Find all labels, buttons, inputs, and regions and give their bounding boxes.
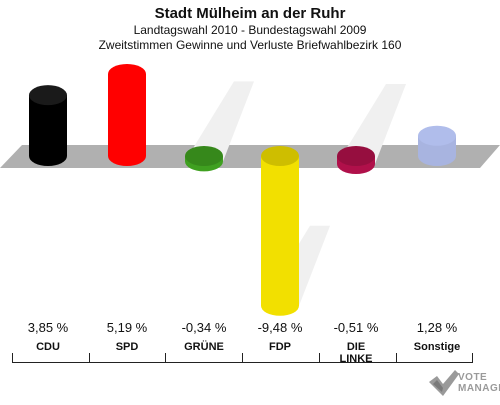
bar-shadow-die-linke bbox=[337, 84, 406, 165]
bar-shadow-grüne bbox=[185, 81, 254, 162]
bar-group bbox=[29, 63, 456, 316]
axis-tick bbox=[319, 353, 320, 363]
value-label-spd: 5,19 % bbox=[106, 320, 148, 335]
category-label-line: DIE bbox=[346, 341, 366, 353]
chart-titles: Stadt Mülheim an der Ruhr Landtagswahl 2… bbox=[0, 4, 500, 53]
bar-cdu bbox=[29, 85, 67, 166]
value-label-sonstige: 1,28 % bbox=[416, 320, 458, 335]
category-label-cdu: CDU bbox=[10, 341, 86, 353]
category-label-sonstige: Sonstige bbox=[399, 341, 475, 353]
chart-title: Stadt Mülheim an der Ruhr bbox=[154, 5, 346, 22]
bar-spd bbox=[108, 63, 146, 166]
bar-die-linke bbox=[337, 146, 375, 175]
category-label-line: CDU bbox=[36, 341, 60, 353]
category-label-grüne: GRÜNE bbox=[166, 341, 242, 353]
value-label-cdu: 3,85 % bbox=[27, 320, 69, 335]
bar-grüne bbox=[185, 146, 223, 172]
axis-tick bbox=[12, 353, 13, 363]
category-label-line: GRÜNE bbox=[184, 341, 224, 353]
category-label-line: LINKE bbox=[339, 353, 373, 365]
axis-tick bbox=[165, 353, 166, 363]
category-label-line: FDP bbox=[269, 341, 291, 353]
votemanager-logo: VOTE MANAGER bbox=[425, 366, 500, 400]
axis-tick bbox=[472, 353, 473, 363]
category-label-fdp: FDP bbox=[242, 341, 318, 353]
chart-subtitle-election: Landtagswahl 2010 - Bundestagswahl 2009 bbox=[133, 23, 367, 37]
category-label-line: SPD bbox=[115, 341, 139, 353]
logo-line1: VOTE bbox=[458, 372, 488, 383]
axis-tick bbox=[89, 353, 90, 363]
category-label-line: Sonstige bbox=[413, 341, 461, 353]
category-label-spd: SPD bbox=[89, 341, 165, 353]
votemanager-check-icon bbox=[429, 370, 459, 396]
bar-fdp bbox=[261, 146, 299, 316]
axis-tick bbox=[396, 353, 397, 363]
chart-subtitle-district: Zweitstimmen Gewinne und Verluste Briefw… bbox=[98, 38, 402, 52]
axis-tick bbox=[242, 353, 243, 363]
value-label-fdp: -9,48 % bbox=[257, 320, 303, 335]
bar-sonstige bbox=[418, 125, 456, 166]
value-label-die-linke: -0,51 % bbox=[333, 320, 379, 335]
value-label-grüne: -0,34 % bbox=[181, 320, 227, 335]
votemanager-wordmark: VOTE MANAGER bbox=[458, 372, 500, 394]
logo-line2: MANAGER bbox=[458, 383, 500, 394]
